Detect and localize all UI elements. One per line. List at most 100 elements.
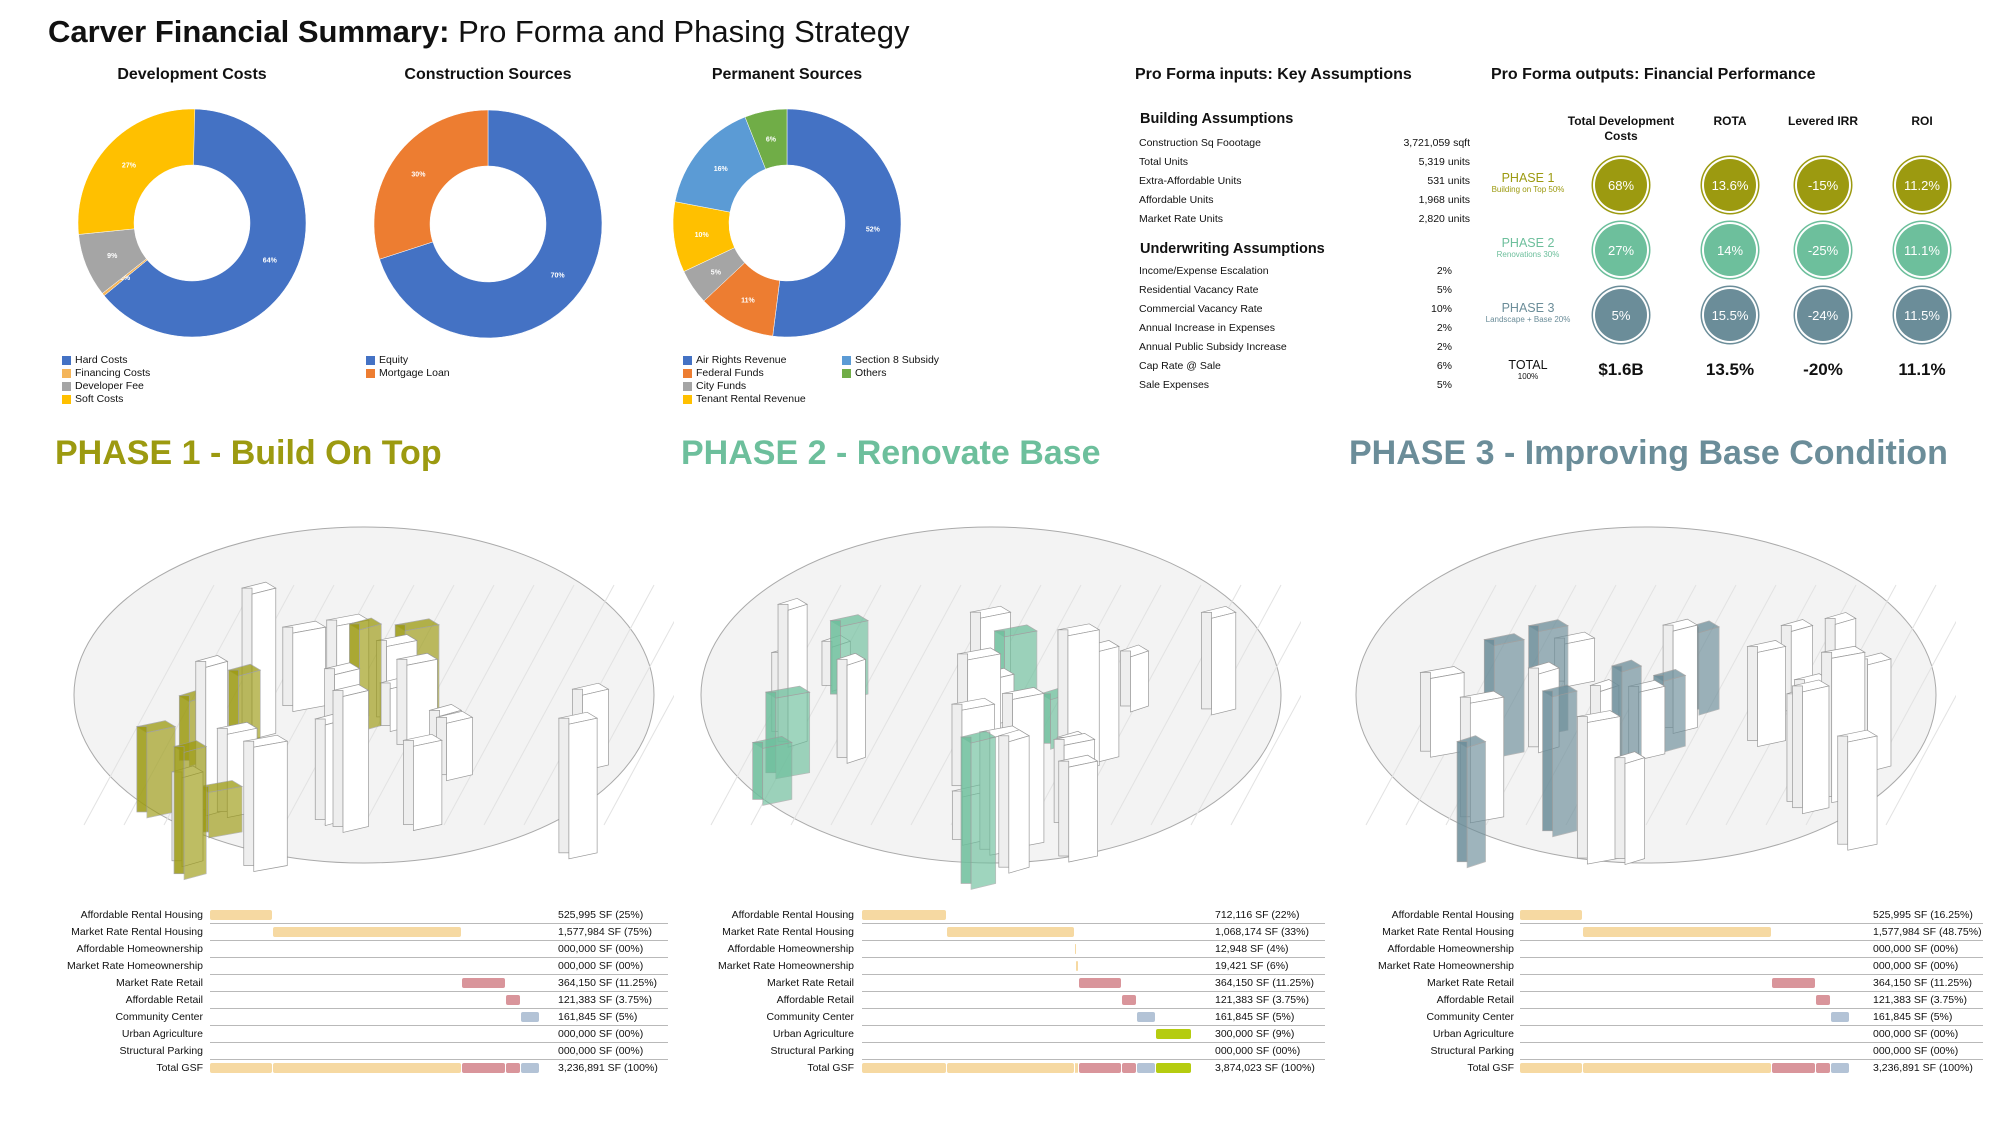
legend-item: Soft Costs (62, 392, 123, 406)
table-row: Structural Parking 000,000 SF (00%) (0, 1043, 2000, 1060)
total-value: $1.6B (1598, 360, 1644, 379)
phase-heading: PHASE 2 - Renovate Base (681, 434, 1101, 472)
assumption-label: Total Units (1139, 156, 1189, 168)
row-value: 364,150 SF (11.25%) (1215, 977, 1315, 989)
assumption-row: Annual Public Subsidy Increase 2% (1139, 341, 1452, 360)
metric-circle: 68% (1595, 159, 1647, 211)
assumption-value: 5% (1436, 379, 1452, 391)
row-value: 000,000 SF (00%) (1873, 1028, 1959, 1040)
assumption-value: 531 units (1427, 175, 1470, 187)
building-assumptions-heading: Building Assumptions (1140, 111, 1294, 127)
legend-item: Mortgage Loan (366, 366, 450, 380)
area-bar (1583, 927, 1772, 937)
street-line (1230, 694, 1301, 826)
row-label: Affordable Retail (776, 994, 854, 1006)
area-bar (1076, 961, 1078, 971)
row-label: Urban Agriculture (772, 1028, 854, 1040)
building (1836, 729, 1879, 851)
data-label: 6% (766, 137, 777, 144)
area-bar (1830, 1012, 1849, 1022)
table-row: Urban Agriculture 300,000 SF (9%) (0, 1026, 2000, 1043)
street-line (83, 584, 215, 826)
total-bar-segment (1078, 1063, 1122, 1073)
assumption-row: Cap Rate @ Sale 6% (1139, 360, 1452, 379)
table-row: Market Rate Homeownership 19,421 SF (6%) (0, 958, 2000, 975)
data-label: 30% (411, 171, 426, 178)
building (1791, 679, 1830, 815)
donut-slice (77, 108, 196, 235)
assumption-value: 2% (1436, 322, 1452, 334)
legend-swatch (62, 355, 71, 365)
metric-circle: 11.1% (1896, 224, 1948, 276)
assumption-label: Residential Vacancy Rate (1139, 284, 1259, 296)
table-row: Structural Parking 000,000 SF (00%) (0, 1043, 2000, 1060)
table-row: Market Rate Homeownership 000,000 SF (00%… (0, 958, 2000, 975)
legend-label: Soft Costs (75, 393, 124, 405)
highlighted-building (135, 720, 177, 819)
row-divider (1520, 940, 1983, 941)
row-divider (1520, 974, 1983, 975)
legend-label: Financing Costs (75, 367, 151, 379)
area-bar (1156, 1029, 1191, 1039)
assumption-label: Cap Rate @ Sale (1139, 360, 1221, 372)
legend-swatch (683, 355, 692, 365)
area-bar (506, 995, 520, 1005)
total-name: TOTAL (1508, 358, 1548, 372)
assumption-value: 6% (1436, 360, 1452, 372)
assumption-row: Sale Expenses 5% (1139, 379, 1452, 398)
row-label: Structural Parking (119, 1045, 203, 1057)
legend-label: City Funds (696, 380, 747, 392)
row-value: 1,577,984 SF (75%) (558, 926, 652, 938)
row-divider (1520, 1008, 1983, 1009)
row-value: 3,236,891 SF (100%) (558, 1062, 658, 1074)
area-bar (1816, 995, 1830, 1005)
metric-circle: -25% (1797, 224, 1849, 276)
building (557, 711, 599, 860)
row-label: Structural Parking (1430, 1045, 1514, 1057)
title-bold: Carver Financial Summary: (48, 14, 450, 49)
legend-label: Mortgage Loan (379, 367, 450, 379)
row-label: Affordable Homeownership (76, 943, 203, 955)
row-value: 000,000 SF (00%) (558, 943, 644, 955)
total-value: 11.1% (1898, 360, 1946, 379)
row-value: 000,000 SF (00%) (1215, 1045, 1301, 1057)
area-bar (1078, 978, 1122, 988)
data-label: 27% (122, 163, 137, 170)
row-divider (862, 1025, 1325, 1026)
legend-swatch (62, 381, 71, 391)
underwriting-assumptions-list: Income/Expense Escalation 2% Residential V… (1139, 265, 1452, 398)
assumption-row: Total Units 5,319 units (1139, 156, 1470, 175)
legend-item: City Funds (683, 379, 746, 393)
table-row: Urban Agriculture 000,000 SF (00%) (0, 1026, 2000, 1043)
legend-swatch (842, 355, 851, 365)
row-label: Community Center (766, 1011, 854, 1023)
assumption-label: Affordable Units (1139, 194, 1214, 206)
phase-output-label: PHASE 1 Building on Top 50% (1463, 171, 1593, 194)
donut-chart: 64% 0% 9% 27% (77, 108, 307, 338)
legend-swatch (683, 368, 692, 378)
data-label: 5% (711, 269, 722, 276)
donut-chart: 70% 30% (373, 109, 603, 339)
data-label: 11% (741, 298, 755, 305)
row-label: Community Center (115, 1011, 203, 1023)
area-bar (520, 1012, 539, 1022)
building (1419, 666, 1466, 758)
metric-circle: 13.6% (1704, 159, 1756, 211)
row-label: Urban Agriculture (121, 1028, 203, 1040)
row-label: Market Rate Retail (1427, 977, 1514, 989)
metric-circle: 27% (1595, 224, 1647, 276)
table-row: Community Center 161,845 SF (5%) (0, 1009, 2000, 1026)
total-bar-segment (1136, 1063, 1156, 1073)
assumption-row: Residential Vacancy Rate 5% (1139, 284, 1452, 303)
row-divider (210, 1059, 668, 1060)
assumption-label: Extra-Affordable Units (1139, 175, 1242, 187)
table-total-row: Total GSF 3,236,891 SF (100%) (0, 1060, 2000, 1077)
row-divider (1520, 991, 1983, 992)
assumption-row: Annual Increase in Expenses 2% (1139, 322, 1452, 341)
total-bar-segment (1074, 1063, 1076, 1073)
row-value: 121,383 SF (3.75%) (558, 994, 652, 1006)
row-value: 000,000 SF (00%) (558, 960, 644, 972)
total-bar-segment (862, 1063, 947, 1073)
row-divider (862, 991, 1325, 992)
row-value: 12,948 SF (4%) (1215, 943, 1289, 955)
